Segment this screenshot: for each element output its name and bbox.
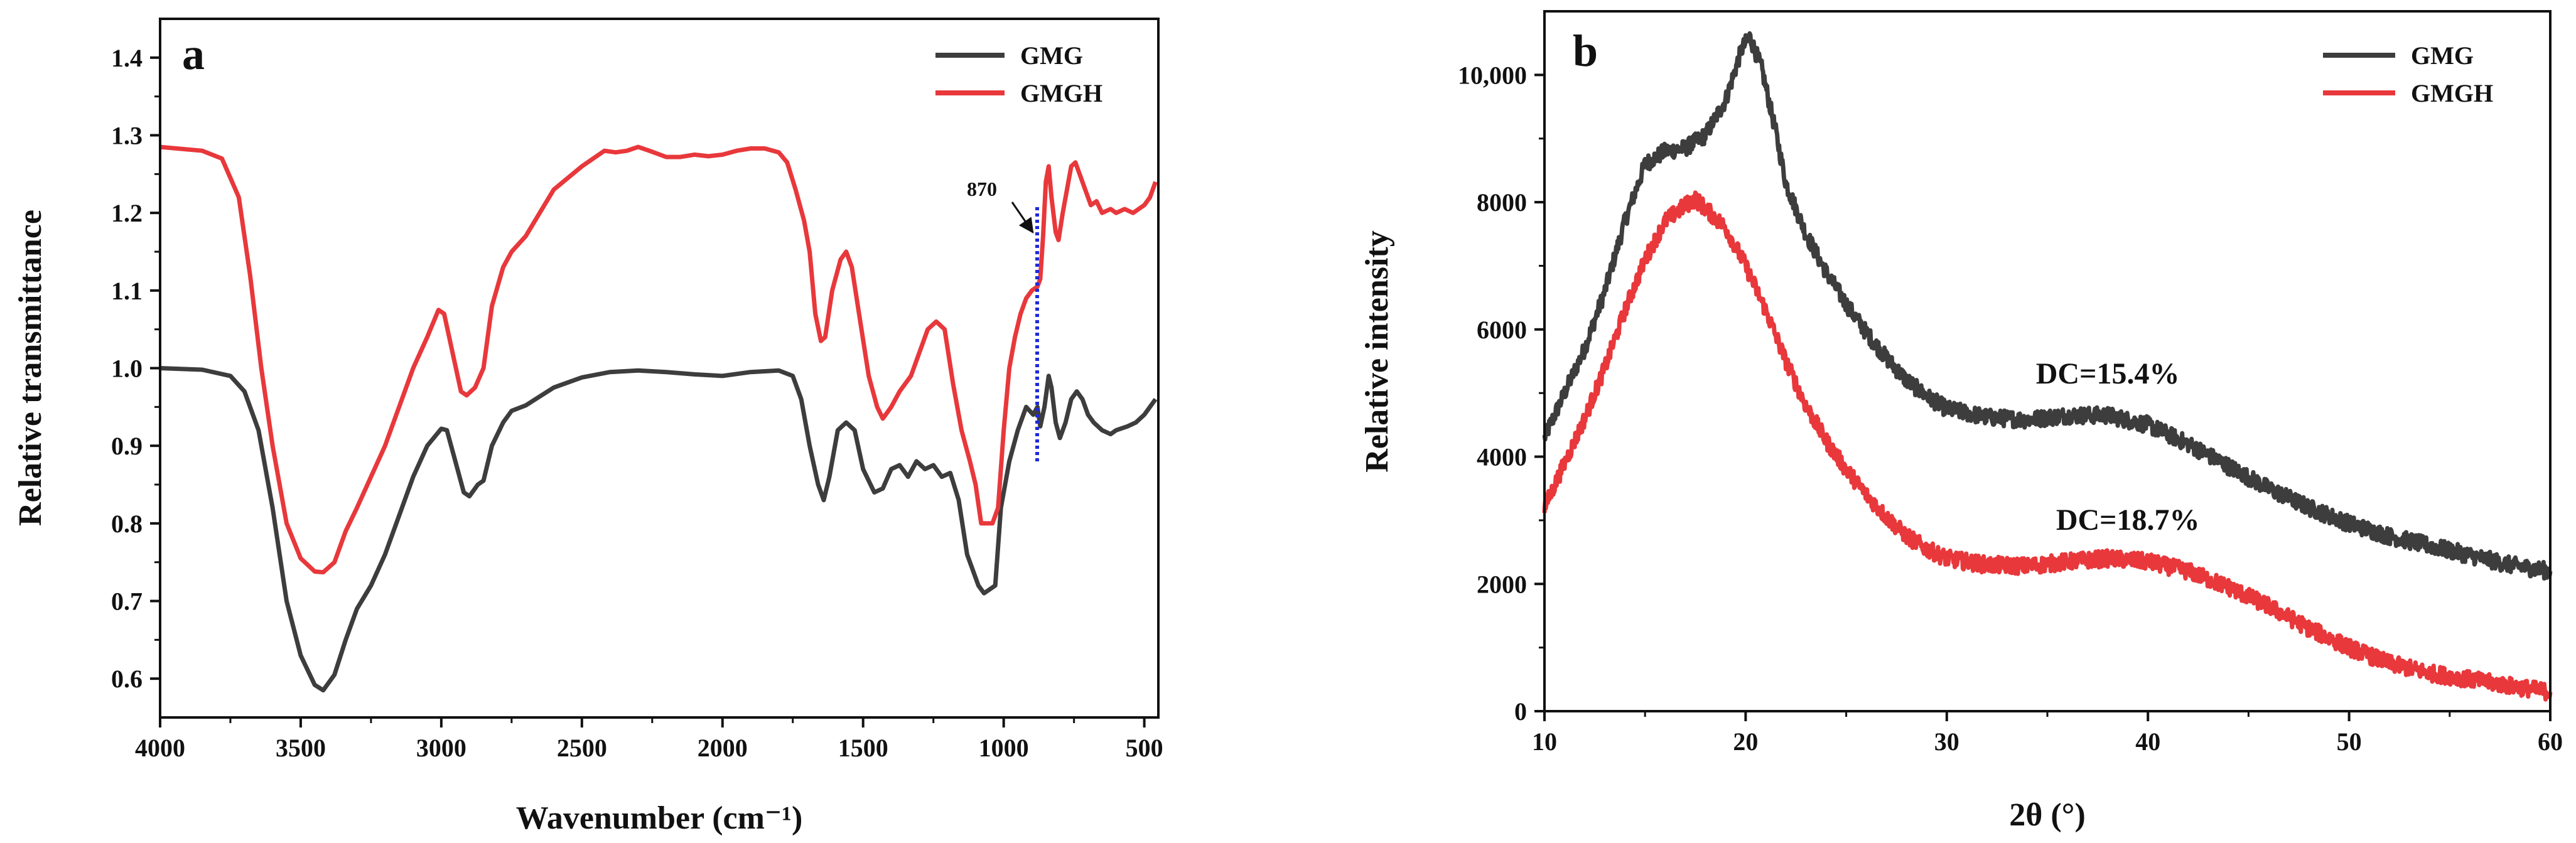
series-line-gmg (1542, 31, 2553, 581)
panel-a-x-ticks: 4000 3500 3000 2500 2000 1500 1000 500 (135, 717, 1163, 762)
x-tick-label: 30 (1934, 728, 1959, 756)
y-tick-label: 6000 (1477, 316, 1527, 344)
x-tick-label: 2000 (698, 734, 748, 762)
annotation-870-label: 870 (967, 178, 997, 200)
panel-a-y-axis-title: Relative transmittance (13, 210, 48, 526)
x-tick-label: 500 (1126, 734, 1163, 762)
y-tick-label: 0.8 (111, 510, 143, 538)
y-tick-label: 1.3 (111, 122, 143, 150)
panel-a-legend-label-gmg: GMG (1020, 41, 1083, 70)
series-line-gmgh (1542, 190, 2553, 702)
panel-b-x-ticks: 10 20 30 40 50 60 (1532, 711, 2563, 756)
panel-b-x-axis-title: 2θ (°) (2009, 797, 2086, 833)
panel-b: 10 20 30 40 50 60 0 2000 4000 6000 8000 10,000 b 2… (1359, 10, 2563, 833)
x-tick-label: 20 (1733, 728, 1758, 756)
panel-a: 4000 3500 3000 2500 2000 1500 1000 500 0.60.70.… (13, 18, 1163, 836)
panel-b-label: b (1573, 26, 1598, 76)
y-tick-label: 8000 (1477, 188, 1527, 217)
panel-a-x-axis-title: Wavenumber (cm⁻¹) (516, 800, 803, 836)
panel-b-y-axis-title: Relative intensity (1359, 230, 1395, 473)
panel-b-y-ticks: 0 2000 4000 6000 8000 10,000 (1458, 61, 1544, 726)
y-tick-label: 0.6 (111, 665, 143, 693)
panel-a-legend: GMG GMGH (935, 41, 1102, 107)
panel-a-870-annotation: 870 (967, 178, 1039, 464)
annotation-870-arrow (1011, 201, 1034, 234)
y-tick-label: 2000 (1477, 570, 1527, 598)
x-tick-label: 1500 (838, 734, 888, 762)
x-tick-label: 50 (2337, 728, 2362, 756)
y-tick-label: 1.0 (111, 355, 143, 383)
y-tick-label: 1.4 (111, 44, 143, 72)
series-line-gmgh (159, 144, 1158, 575)
series-line-gmg (159, 366, 1158, 693)
y-tick-label: 10,000 (1458, 61, 1527, 89)
panel-b-annotations: DC=15.4% DC=18.7% (2036, 357, 2200, 537)
panel-b-legend-label-gmg: GMG (2411, 41, 2474, 70)
x-tick-label: 1000 (979, 734, 1029, 762)
x-tick-label: 60 (2538, 728, 2563, 756)
dc-annotation-1: DC=15.4% (2036, 357, 2180, 390)
y-tick-label: 0.7 (111, 588, 143, 616)
x-tick-label: 2500 (557, 734, 607, 762)
panel-b-legend: GMG GMGH (2323, 41, 2493, 107)
x-tick-label: 40 (2135, 728, 2160, 756)
dc-annotation-2: DC=18.7% (2056, 503, 2200, 537)
y-tick-label: 0 (1514, 697, 1527, 726)
y-tick-label: 4000 (1477, 443, 1527, 471)
panel-a-label: a (182, 29, 205, 79)
y-tick-label: 0.9 (111, 432, 143, 460)
panel-a-legend-label-gmgh: GMGH (1020, 79, 1102, 107)
x-tick-label: 3500 (276, 734, 326, 762)
x-tick-label: 4000 (135, 734, 185, 762)
panel-b-series-layer (1542, 31, 2553, 702)
y-tick-label: 1.1 (111, 277, 143, 305)
panel-a-series-layer (159, 144, 1158, 693)
x-tick-label: 10 (1532, 728, 1557, 756)
y-tick-label: 1.2 (111, 199, 143, 227)
panel-b-legend-label-gmgh: GMGH (2411, 79, 2493, 107)
panel-a-y-ticks: 0.6 0.7 0.8 0.9 1.0 1.1 1.2 1.3 1.4 (111, 44, 160, 693)
x-tick-label: 3000 (416, 734, 466, 762)
